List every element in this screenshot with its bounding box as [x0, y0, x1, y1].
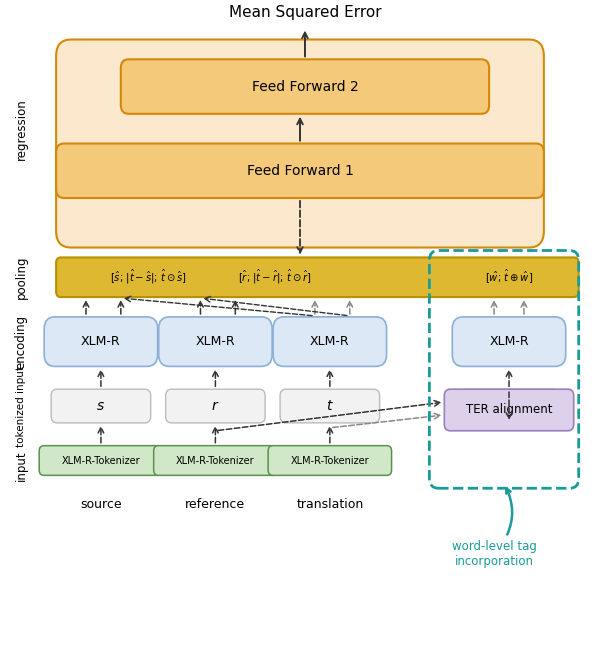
Text: XLM-R: XLM-R	[81, 335, 121, 348]
FancyBboxPatch shape	[444, 389, 573, 431]
Text: XLM-R: XLM-R	[489, 335, 529, 348]
Text: XLM-R-Tokenizer: XLM-R-Tokenizer	[176, 455, 255, 465]
FancyBboxPatch shape	[280, 389, 380, 423]
FancyBboxPatch shape	[459, 389, 559, 423]
FancyBboxPatch shape	[452, 317, 566, 366]
FancyBboxPatch shape	[158, 317, 272, 366]
Text: XLM-R-Tokenizer: XLM-R-Tokenizer	[62, 455, 141, 465]
Text: tokenized input: tokenized input	[16, 365, 26, 447]
Text: Feed Forward 2: Feed Forward 2	[252, 79, 358, 93]
FancyBboxPatch shape	[121, 60, 489, 114]
FancyBboxPatch shape	[39, 446, 163, 475]
Text: $s$: $s$	[96, 399, 105, 413]
Text: word-level tag
incorporation: word-level tag incorporation	[451, 489, 536, 568]
FancyBboxPatch shape	[273, 317, 386, 366]
Text: [$\hat{w}$; $\hat{t}\oplus\hat{w}$]: [$\hat{w}$; $\hat{t}\oplus\hat{w}$]	[485, 268, 533, 286]
Text: XLM-R: XLM-R	[310, 335, 350, 348]
FancyBboxPatch shape	[268, 446, 392, 475]
FancyBboxPatch shape	[154, 446, 277, 475]
Text: $r$: $r$	[211, 399, 219, 413]
Text: encoding: encoding	[15, 314, 28, 369]
Text: regression: regression	[15, 98, 28, 160]
Text: pooling: pooling	[15, 256, 28, 299]
Text: reference: reference	[185, 498, 245, 511]
FancyBboxPatch shape	[44, 317, 158, 366]
Text: Mean Squared Error: Mean Squared Error	[228, 5, 382, 20]
Text: source: source	[80, 498, 122, 511]
Text: XLM-R: XLM-R	[196, 335, 235, 348]
Text: XLM-R-Tokenizer: XLM-R-Tokenizer	[291, 455, 369, 465]
FancyBboxPatch shape	[56, 144, 544, 198]
FancyBboxPatch shape	[51, 389, 151, 423]
Text: $w$: $w$	[502, 399, 515, 413]
FancyBboxPatch shape	[166, 389, 265, 423]
Text: translation: translation	[296, 498, 364, 511]
Text: input: input	[15, 450, 28, 481]
Text: Feed Forward 1: Feed Forward 1	[246, 164, 353, 178]
Text: [$\hat{r}$; $|\hat{t}-\hat{r}|$; $\hat{t}\odot\hat{r}$]: [$\hat{r}$; $|\hat{t}-\hat{r}|$; $\hat{t…	[239, 268, 312, 287]
FancyBboxPatch shape	[56, 258, 579, 297]
Text: $t$: $t$	[326, 399, 334, 413]
Text: TER alignment: TER alignment	[466, 404, 553, 416]
Text: [$\hat{s}$; $|\hat{t}-\hat{s}|$; $\hat{t}\odot\hat{s}$]: [$\hat{s}$; $|\hat{t}-\hat{s}|$; $\hat{t…	[110, 268, 187, 287]
FancyBboxPatch shape	[56, 40, 544, 248]
